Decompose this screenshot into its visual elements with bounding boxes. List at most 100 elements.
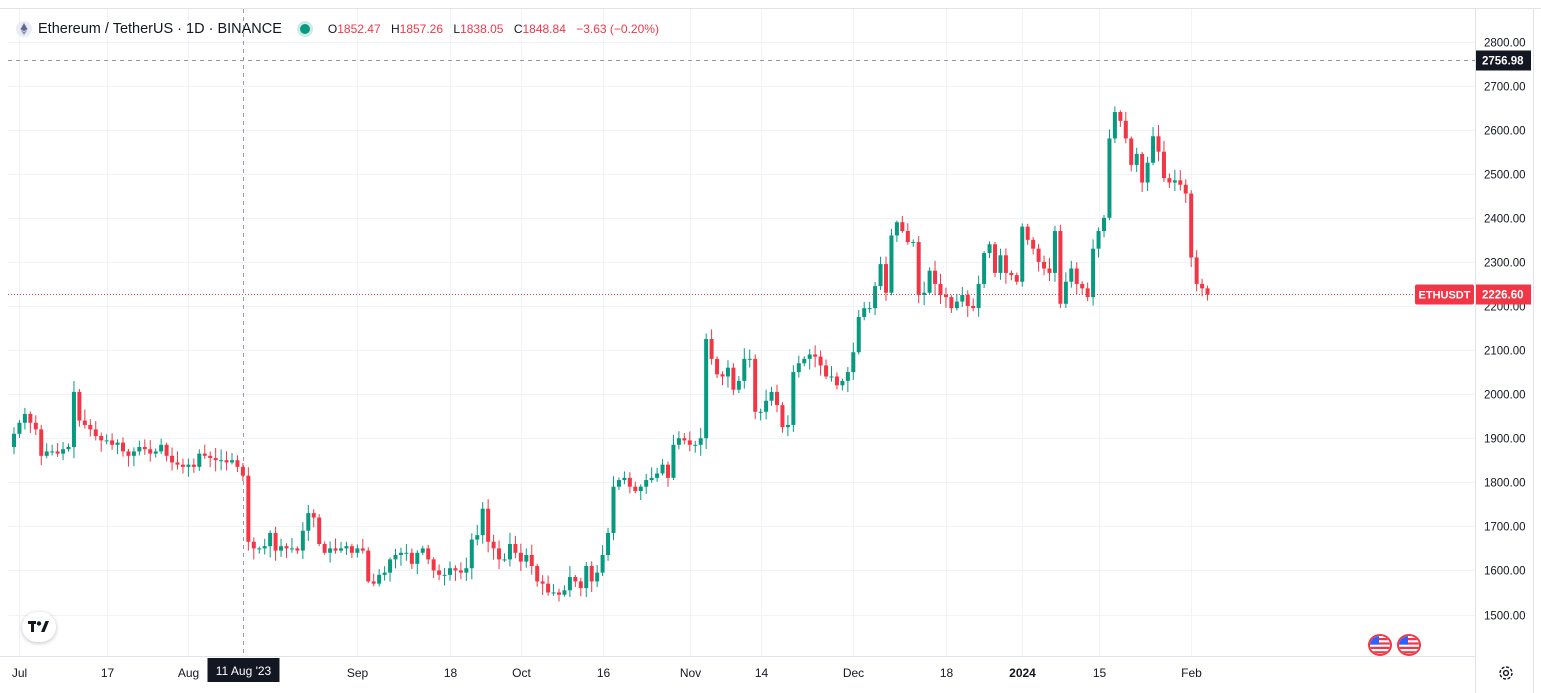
candle-body — [873, 286, 878, 309]
candle-down — [142, 439, 147, 455]
candle-body — [916, 242, 921, 295]
candle-body — [829, 376, 834, 378]
candle-up — [219, 449, 224, 471]
candle-body — [415, 552, 420, 564]
candle-up — [12, 427, 16, 455]
time-tick-label: 2024 — [1009, 666, 1036, 680]
candle-down — [540, 575, 545, 596]
ticker-tag-text: ETHUSDT — [1419, 290, 1471, 302]
candle-up — [742, 348, 747, 389]
candle-up — [611, 476, 616, 541]
candle-body — [595, 572, 600, 582]
us-flag-icon[interactable] — [1368, 634, 1392, 656]
symbol-legend[interactable]: Ethereum / TetherUS · 1D · BINANCE O1852… — [16, 18, 666, 40]
candle-body — [627, 477, 632, 487]
candle-body — [279, 546, 284, 551]
candle-body — [82, 420, 87, 425]
candle-body — [393, 554, 398, 560]
candle-body — [339, 548, 343, 551]
candle-up — [300, 522, 305, 560]
candle-up — [655, 467, 660, 482]
price-tick-label: 2600.00 — [1484, 126, 1526, 138]
candle-down — [28, 411, 33, 434]
candle-down — [818, 350, 823, 376]
candle-up — [415, 550, 420, 575]
crosshair-date-bg — [207, 658, 280, 682]
candle-down — [546, 575, 551, 596]
candle-down — [121, 437, 125, 457]
time-axis[interactable]: Jul 17 Aug Sep 18 Oct 16 Nov 14 Dec 18 2024 15 Feb 11 … — [12, 658, 1202, 682]
candle-up — [873, 282, 878, 315]
candle-up — [927, 267, 932, 295]
candle-body — [382, 572, 387, 575]
candle-body — [644, 480, 649, 487]
candle-body — [911, 242, 916, 244]
candle-body — [633, 486, 638, 492]
candle-down — [627, 472, 632, 494]
candle-up — [764, 389, 769, 420]
candle-up — [862, 301, 867, 321]
candle-body — [993, 244, 997, 273]
candle-down — [126, 448, 131, 467]
candle-up — [796, 355, 801, 378]
candle-up — [306, 504, 311, 541]
candle-down — [557, 588, 561, 602]
candle-body — [142, 447, 147, 450]
candle-down — [1009, 270, 1014, 281]
candle-down — [366, 547, 371, 584]
tradingview-logo-icon[interactable] — [22, 612, 56, 642]
candle-body — [529, 554, 534, 567]
candle-body — [1112, 112, 1117, 139]
candle-up — [1063, 272, 1068, 308]
candle-up — [393, 548, 398, 569]
candle-body — [311, 513, 316, 518]
candle-body — [976, 283, 981, 309]
last-price-line: ETHUSDT — [8, 284, 1475, 305]
candle-up — [671, 434, 676, 480]
candle-body — [987, 244, 992, 254]
candle-down — [110, 433, 115, 450]
candle-body — [1102, 217, 1106, 232]
candle-body — [398, 552, 403, 555]
candle-body — [611, 486, 616, 533]
candle-body — [273, 532, 278, 551]
symbol-title[interactable]: Ethereum / TetherUS · 1D · BINANCE — [38, 21, 282, 37]
candle-body — [1156, 136, 1161, 152]
candle-body — [148, 449, 153, 454]
candle-up — [507, 532, 512, 567]
candle-body — [475, 535, 480, 540]
candle-down — [1036, 243, 1041, 272]
candle-body — [1091, 248, 1096, 298]
candle-body — [1167, 178, 1172, 183]
candle-up — [50, 444, 55, 456]
candle-body — [600, 554, 605, 573]
candle-down — [682, 433, 687, 445]
candle-up — [448, 561, 452, 581]
candle-down — [824, 359, 829, 380]
candle-body — [1123, 120, 1128, 139]
candle-body — [834, 376, 839, 386]
candle-body — [922, 292, 927, 295]
candle-body — [306, 513, 311, 531]
price-tick-label: 2100.00 — [1484, 346, 1526, 358]
candle-body — [448, 568, 452, 575]
candle-body — [333, 548, 338, 551]
candle-up — [420, 545, 425, 556]
candle-body — [409, 552, 414, 564]
candle-up — [829, 366, 834, 382]
candle-body — [758, 411, 763, 413]
us-flag-icon[interactable] — [1397, 634, 1421, 656]
candle-body — [404, 552, 409, 554]
candle-down — [578, 577, 583, 597]
candle-up — [960, 287, 965, 307]
price-axis[interactable]: 1500.00 1600.00 1700.00 1800.00 1900.00 2000.… — [1476, 38, 1531, 623]
open-label: O — [327, 22, 338, 36]
candle-body — [1085, 288, 1090, 298]
gear-icon[interactable] — [1497, 664, 1515, 682]
candle-down — [1085, 282, 1090, 302]
time-tick-label: 15 — [1093, 666, 1107, 680]
candle-down — [295, 546, 300, 554]
candle-body — [785, 424, 790, 428]
